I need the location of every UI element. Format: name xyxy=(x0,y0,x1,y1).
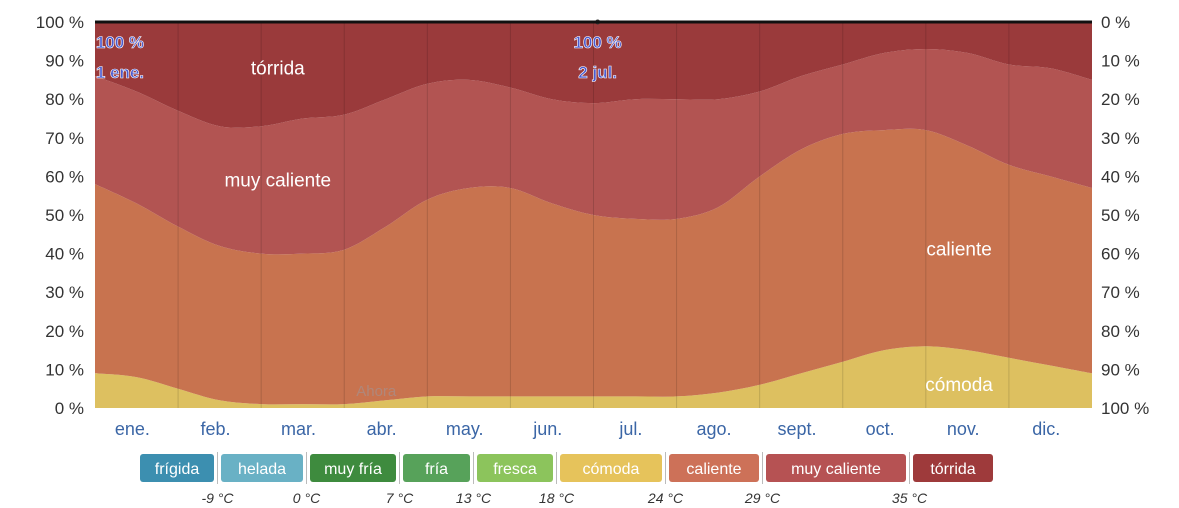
month-grid xyxy=(177,19,1010,408)
month-tick-label: may. xyxy=(446,419,484,439)
region-label-caliente: caliente xyxy=(926,240,992,261)
legend-label-helada: helada xyxy=(238,461,286,478)
month-tick-label: dic. xyxy=(1032,419,1060,439)
threshold-label: 24 °C xyxy=(647,490,684,506)
area-torrida xyxy=(95,22,1092,128)
region-labels: tórrida muy caliente caliente cómoda xyxy=(224,58,993,396)
y-left-tick-label: 20 % xyxy=(45,322,84,341)
y-right-tick-label: 80 % xyxy=(1101,322,1140,341)
legend-swatch-helada xyxy=(221,454,303,482)
month-tick-label: jun. xyxy=(532,419,562,439)
y-right-tick-label: 30 % xyxy=(1101,129,1140,148)
area-caliente xyxy=(95,128,1092,405)
y-left-tick-label: 40 % xyxy=(45,245,84,264)
threshold-label: 13 °C xyxy=(456,490,492,506)
y-right-tick-label: 50 % xyxy=(1101,206,1140,225)
legend-label-torrida: tórrida xyxy=(930,461,975,478)
y-left-tick-label: 60 % xyxy=(45,167,84,186)
legend-label-muy-fria: muy fría xyxy=(324,461,382,478)
y-left-tick-label: 10 % xyxy=(45,360,84,379)
y-right-tick-label: 10 % xyxy=(1101,52,1140,71)
legend-label-fresca: fresca xyxy=(493,461,537,478)
threshold-label: 0 °C xyxy=(293,490,321,506)
month-tick-label: jul. xyxy=(618,419,642,439)
legend-swatch-torrida xyxy=(913,454,993,482)
legend-label-caliente: caliente xyxy=(686,461,741,478)
legend-label-comoda: cómoda xyxy=(583,461,640,478)
month-tick-label: sept. xyxy=(778,419,817,439)
y-left-tick-label: 80 % xyxy=(45,90,84,109)
legend-swatch-fresca xyxy=(477,454,553,482)
y-right-tick-label: 0 % xyxy=(1101,13,1130,32)
y-right-tick-label: 100 % xyxy=(1101,399,1149,418)
corner-label-date: 1 ene. xyxy=(96,63,144,82)
threshold-label: 29 °C xyxy=(744,490,781,506)
legend-label-fria: fría xyxy=(425,461,448,478)
area-muy-caliente xyxy=(95,49,1092,255)
corner-labels: 100 % 1 ene. 100 % 2 jul. xyxy=(96,33,623,83)
region-label-torrida: tórrida xyxy=(251,58,305,79)
y-right-tick-label: 90 % xyxy=(1101,360,1140,379)
y-left-tick-label: 90 % xyxy=(45,52,84,71)
y-right-tick-label: 60 % xyxy=(1101,245,1140,264)
legend-swatch-muy-caliente xyxy=(766,454,906,482)
stacked-areas xyxy=(95,22,1092,408)
threshold-label: 7 °C xyxy=(386,490,414,506)
area-comoda xyxy=(95,346,1092,408)
legend-swatch-caliente xyxy=(669,454,759,482)
y-axis-right: 100 % 90 % 80 % 70 % 60 % 50 % 40 % 30 % 20 % 10 … xyxy=(1101,13,1149,418)
y-left-tick-label: 70 % xyxy=(45,129,84,148)
legend-swatch-muy-fria xyxy=(310,454,396,482)
legend-label-muy-caliente: muy caliente xyxy=(791,461,881,478)
threshold-label: 35 °C xyxy=(892,490,928,506)
month-tick-label: mar. xyxy=(281,419,316,439)
corner-label-percent: 100 % xyxy=(574,33,622,52)
now-label: Ahora xyxy=(356,383,397,400)
region-label-comoda: cómoda xyxy=(925,375,993,396)
month-tick-label: nov. xyxy=(947,419,980,439)
y-left-tick-label: 0 % xyxy=(55,399,84,418)
threshold-label: 18 °C xyxy=(539,490,575,506)
y-left-tick-label: 100 % xyxy=(36,13,84,32)
month-tick-label: feb. xyxy=(200,419,230,439)
y-left-tick-label: 30 % xyxy=(45,283,84,302)
region-label-muy-caliente: muy caliente xyxy=(224,170,331,191)
y-right-tick-label: 20 % xyxy=(1101,90,1140,109)
corner-label-percent: 100 % xyxy=(96,33,144,52)
legend-thresholds: -9 °C 0 °C 7 °C 13 °C 18 °C 24 °C 29 °C 35 °C xyxy=(201,490,927,506)
corner-label-date: 2 jul. xyxy=(578,63,617,82)
threshold-label: -9 °C xyxy=(201,490,234,506)
month-tick-label: ago. xyxy=(696,419,731,439)
month-tick-label: ene. xyxy=(115,419,150,439)
y-left-tick-label: 50 % xyxy=(45,206,84,225)
y-axis-left: 0 % 10 % 20 % 30 % 40 % 50 % 60 % 70 % 80 % 90 % 1… xyxy=(36,13,84,418)
x-axis-months: ene. feb. mar. abr. may. jun. jul. ago. sept. oct… xyxy=(115,419,1060,439)
legend-swatch-fria xyxy=(403,454,470,482)
y-right-tick-label: 70 % xyxy=(1101,283,1140,302)
month-tick-label: abr. xyxy=(367,419,397,439)
legend-swatch-frigida xyxy=(140,454,214,482)
legend: frígida helada muy fría fría fresca cómoda cal… xyxy=(140,452,993,484)
y-right-tick-label: 40 % xyxy=(1101,167,1140,186)
legend-swatch-comoda xyxy=(560,454,662,482)
month-tick-label: oct. xyxy=(866,419,895,439)
legend-label-frigida: frígida xyxy=(155,461,200,478)
